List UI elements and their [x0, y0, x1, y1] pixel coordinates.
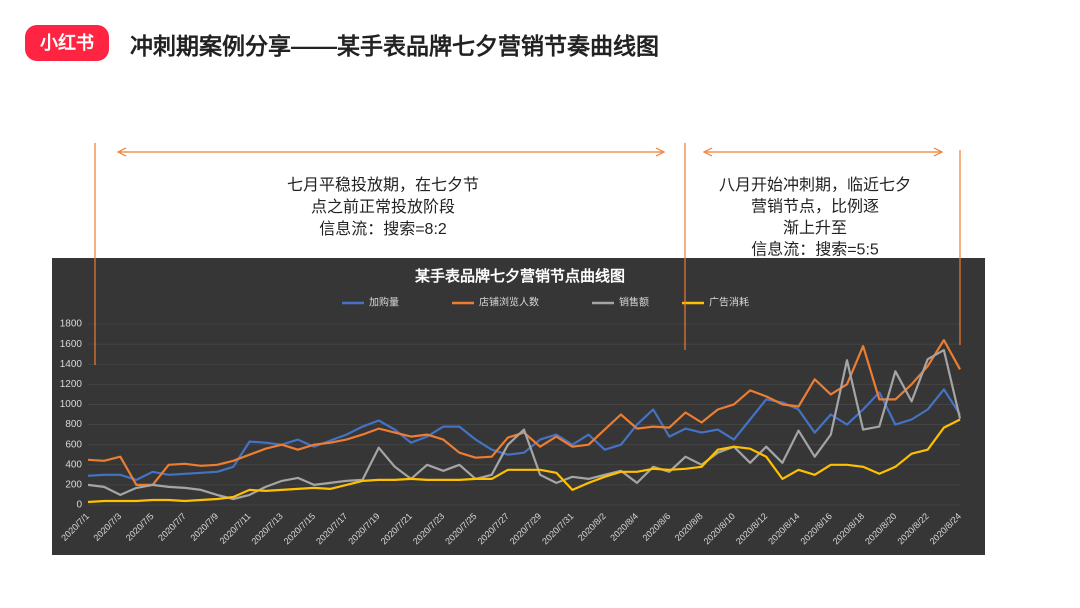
- logo-badge: [25, 25, 109, 61]
- y-tick-label: 1000: [60, 399, 83, 410]
- y-tick-label: 0: [76, 500, 82, 511]
- y-tick-label: 1400: [60, 359, 83, 370]
- annotation-line: 信息流：搜索=5:5: [751, 241, 879, 259]
- slide-title: 冲刺期案例分享——某手表品牌七夕营销节奏曲线图: [130, 33, 659, 59]
- annotation-line: 信息流：搜索=8:2: [319, 220, 447, 238]
- legend-label: 加购量: [369, 296, 399, 309]
- annotation-line: 八月开始冲刺期，临近七夕: [719, 176, 911, 194]
- series-line: [87, 349, 962, 501]
- chart-title: 某手表品牌七夕营销节点曲线图: [415, 267, 625, 285]
- chart-bg: [52, 258, 985, 555]
- y-tick-label: 400: [65, 459, 82, 470]
- y-tick-label: 200: [65, 480, 82, 491]
- y-tick-label: 1200: [60, 379, 83, 390]
- annotation-line: 七月平稳投放期，在七夕节: [287, 176, 479, 194]
- legend-label: 广告消耗: [709, 296, 749, 309]
- y-tick-label: 600: [65, 439, 82, 450]
- y-tick-label: 1800: [60, 319, 83, 330]
- y-tick-label: 1600: [60, 339, 83, 350]
- annotation-line: 渐上升至: [783, 219, 847, 237]
- legend-label: 销售额: [619, 296, 649, 309]
- phase-markers: [94, 143, 961, 365]
- arrow-head: [116, 147, 944, 157]
- logo: 小红书: [40, 32, 94, 53]
- legend-label: 店铺浏览人数: [479, 296, 539, 309]
- annotation-line: 点之前正常投放阶段: [311, 198, 455, 216]
- y-tick-label: 800: [65, 419, 82, 430]
- series-line: [87, 388, 961, 481]
- annotation-line: 营销节点，比例逐: [751, 198, 879, 216]
- series-line: [87, 418, 961, 504]
